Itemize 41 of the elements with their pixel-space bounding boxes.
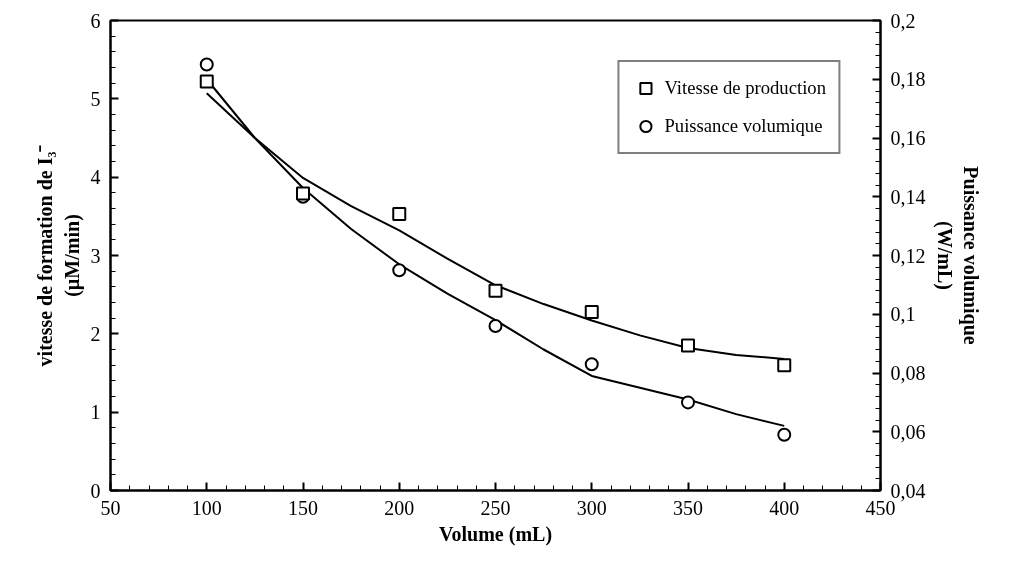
point bbox=[584, 304, 599, 319]
y2-tick-label: 0,08 bbox=[890, 362, 926, 384]
x-tick-label: 150 bbox=[288, 496, 318, 519]
point bbox=[488, 283, 503, 298]
y-tick-label: 1 bbox=[90, 401, 101, 424]
point bbox=[199, 74, 214, 89]
x-tick-label: 300 bbox=[576, 496, 607, 519]
y-tick-label: 3 bbox=[90, 244, 101, 267]
x-axis-title: Volume (mL) bbox=[438, 522, 553, 546]
y2-tick-label: 0,04 bbox=[890, 479, 926, 502]
legend-label: Puissance volumique bbox=[664, 115, 823, 137]
x-tick-label: 50 bbox=[100, 496, 121, 519]
x-tick-label: 400 bbox=[769, 496, 800, 519]
y-tick-label: 6 bbox=[90, 9, 101, 32]
y-tick-label: 4 bbox=[90, 166, 101, 189]
point bbox=[777, 427, 792, 442]
point bbox=[392, 263, 407, 278]
x-tick-label: 250 bbox=[480, 496, 511, 519]
y2-tick-label: 0,14 bbox=[890, 185, 926, 208]
y-tick-label: 0 bbox=[90, 479, 101, 502]
y-tick-label: 2 bbox=[90, 322, 101, 345]
x-tick-label: 350 bbox=[673, 496, 703, 519]
y-tick-label: 5 bbox=[90, 87, 101, 110]
point bbox=[392, 206, 407, 221]
y2-tick-label: 0,16 bbox=[890, 127, 926, 149]
y2-tick-label: 0,2 bbox=[890, 9, 916, 32]
y2-tick-label: 0,18 bbox=[890, 68, 926, 91]
point bbox=[584, 357, 599, 372]
point bbox=[777, 358, 792, 373]
y-axis-title: vitesse de formation de I₃⁻ (µM/min) bbox=[34, 144, 84, 367]
x-tick-label: 200 bbox=[384, 496, 415, 519]
y2-tick-label: 0,12 bbox=[890, 244, 926, 267]
y2-axis-title: Puissance volumique (W/mL) bbox=[932, 166, 982, 345]
point bbox=[681, 395, 695, 410]
point bbox=[681, 338, 695, 353]
y2-tick-label: 0,1 bbox=[890, 303, 916, 326]
legend-label: Vitesse de production bbox=[664, 77, 826, 99]
point bbox=[488, 319, 503, 333]
x-tick-label: 100 bbox=[191, 496, 222, 519]
y2-tick-label: 0,06 bbox=[890, 420, 926, 443]
point bbox=[199, 57, 214, 72]
